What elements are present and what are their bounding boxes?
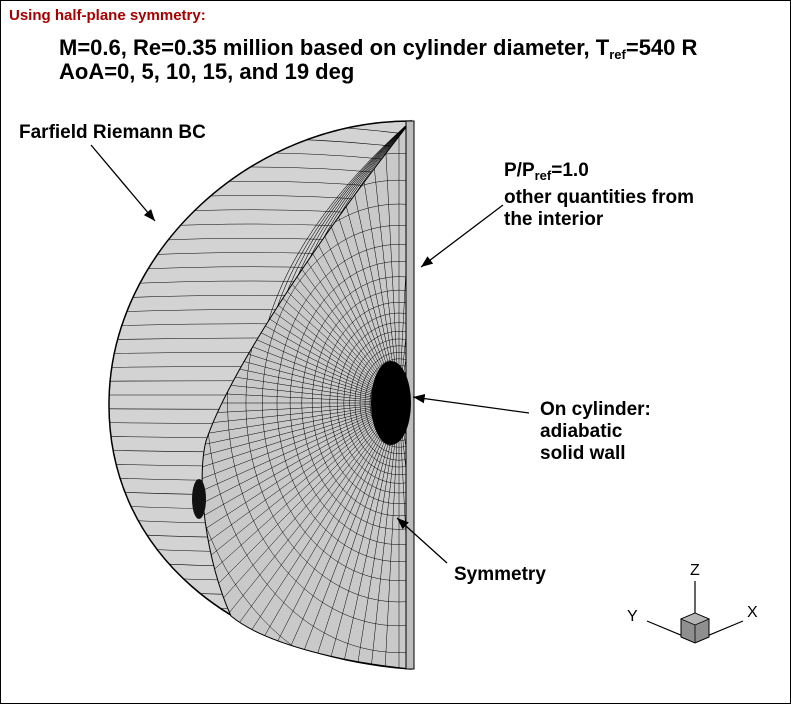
conditions-text: M=0.6, Re=0.35 million based on cylinder… [59, 35, 609, 60]
cylinder-line-3: solid wall [540, 443, 651, 465]
cylinder-arrow [413, 397, 529, 413]
outflow-line-3: the interior [504, 209, 694, 231]
outflow-line-2: other quantities from [504, 187, 694, 209]
axis-label-z: Z [690, 562, 700, 579]
flow-conditions-line-2: AoA=0, 5, 10, 15, and 19 deg [59, 59, 354, 85]
cylinder-wall [371, 361, 411, 445]
symmetry-label: Symmetry [454, 564, 546, 586]
outflow-pressure: P/P [504, 160, 535, 181]
singular-point-dark [192, 479, 206, 519]
farfield-label: Farfield Riemann BC [19, 122, 206, 144]
flow-conditions-line-1: M=0.6, Re=0.35 million based on cylinder… [59, 35, 697, 62]
cylinder-label: On cylinder: adiabatic solid wall [540, 399, 651, 465]
cylinder-line-2: adiabatic [540, 421, 651, 443]
outflow-value: =1.0 [551, 160, 589, 181]
farfield-arrow [91, 145, 155, 221]
header-title: Using half-plane symmetry: [9, 7, 206, 24]
outflow-arrow [421, 205, 503, 267]
axis-label-x: X [747, 604, 758, 621]
axis-label-y: Y [627, 608, 638, 625]
outflow-label: P/Pref=1.0 other quantities from the int… [504, 160, 694, 231]
tref-subscript: ref [609, 47, 626, 62]
axes-triad: Z Y X [627, 562, 758, 643]
cylinder-line-1: On cylinder: [540, 399, 651, 421]
outflow-subscript: ref [535, 168, 552, 183]
conditions-temp: =540 R [626, 35, 698, 60]
